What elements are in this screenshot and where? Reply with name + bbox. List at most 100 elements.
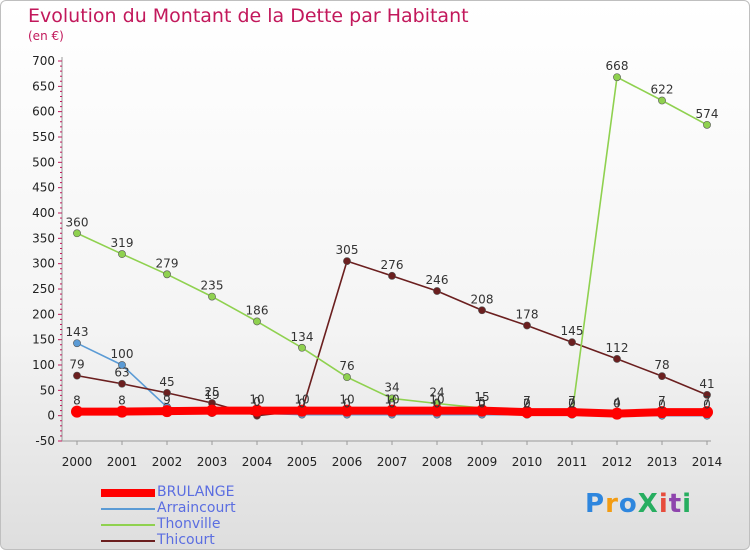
data-label-brulange: 9: [163, 393, 171, 407]
data-point-brulange: [431, 404, 443, 417]
data-label-thonville: 279: [156, 256, 179, 270]
data-label-extra: 10: [249, 393, 264, 407]
data-point-thicourt: [163, 388, 171, 397]
data-point-thonville: [253, 317, 261, 326]
data-label-thonville: 235: [201, 279, 224, 293]
data-label-thonville: 319: [111, 236, 134, 250]
data-label-thicourt: 25: [204, 385, 219, 399]
data-label-arraincourt: 0: [658, 398, 666, 412]
y-tick-label: 500: [32, 155, 55, 169]
x-tick-label: 2003: [197, 455, 228, 469]
data-label-brulange: 8: [73, 394, 81, 408]
data-label-thicourt: 78: [654, 358, 669, 372]
data-point-thicourt: [343, 257, 351, 266]
x-tick-label: 2008: [422, 455, 453, 469]
data-point-thicourt: [73, 371, 81, 380]
data-label-arraincourt: 0: [343, 397, 351, 411]
data-point-thicourt: [703, 390, 711, 399]
y-tick-label: 300: [32, 257, 55, 271]
x-tick-label: 2005: [287, 455, 318, 469]
data-point-thicourt: [658, 372, 666, 381]
y-tick-label: 700: [32, 54, 55, 68]
data-label-arraincourt: 143: [66, 325, 89, 339]
y-tick-label: 100: [32, 358, 55, 372]
data-point-thonville: [613, 73, 621, 82]
data-label-thonville: 668: [606, 59, 629, 73]
data-point-thicourt: [388, 271, 396, 280]
data-label-thicourt: 276: [381, 258, 404, 272]
data-point-thicourt: [523, 321, 531, 330]
data-label-thonville: 15: [474, 390, 489, 404]
data-label-extra: 7: [568, 394, 576, 408]
data-label-arraincourt: 0: [478, 397, 486, 411]
y-tick-label: 650: [32, 79, 55, 93]
data-point-brulange: [251, 404, 263, 417]
data-label-thonville: 186: [246, 303, 269, 317]
data-point-thonville: [343, 373, 351, 382]
data-point-thicourt: [478, 306, 486, 315]
data-point-thonville: [703, 120, 711, 129]
legend-label-brulange: BRULANGE: [157, 484, 235, 500]
data-point-thonville: [118, 250, 126, 258]
data-label-thonville: 2: [568, 397, 576, 411]
legend-item-brulange: BRULANGE: [101, 484, 361, 501]
data-label-thicourt: 178: [516, 307, 539, 321]
data-label-thonville: 2: [523, 397, 531, 411]
legend-item-thicourt: Thicourt: [101, 532, 361, 549]
x-tick-label: 2004: [242, 455, 273, 469]
y-tick-label: 50: [40, 383, 55, 397]
data-label-thonville: 24: [429, 386, 444, 400]
data-label-thonville: 34: [384, 380, 399, 394]
data-point-thicourt: [118, 379, 126, 388]
data-label-arraincourt: 0: [703, 398, 711, 412]
data-point-thicourt: [568, 338, 576, 347]
data-label-brulange: 8: [118, 394, 126, 408]
data-point-brulange: [566, 406, 578, 419]
data-label-thicourt: 305: [336, 243, 359, 257]
data-label-extra: 4: [613, 396, 621, 410]
data-point-thonville: [163, 270, 171, 279]
data-point-thonville: [658, 96, 666, 105]
y-tick-label: 150: [32, 333, 55, 347]
y-tick-label: 600: [32, 105, 55, 119]
chart-subtitle: (en €): [28, 29, 64, 43]
x-tick-label: 2006: [332, 455, 363, 469]
data-label-extra: 10: [384, 393, 399, 407]
x-tick-label: 2001: [107, 455, 138, 469]
data-point-thicourt: [433, 287, 441, 295]
x-tick-label: 2002: [152, 455, 183, 469]
data-label-arraincourt: 0: [568, 397, 576, 411]
x-tick-label: 2013: [647, 455, 678, 469]
data-label-arraincourt: 0: [253, 395, 261, 409]
x-tick-label: 2012: [602, 455, 633, 469]
data-label-thicourt: 246: [426, 273, 449, 287]
data-label-arraincourt: 0: [613, 397, 621, 411]
data-label-thicourt: 208: [471, 292, 494, 306]
data-point-brulange: [701, 406, 713, 419]
x-tick-label: 2014: [692, 455, 723, 469]
data-point-brulange: [611, 407, 623, 420]
data-point-thonville: [208, 292, 216, 301]
data-label-thonville: 360: [66, 215, 89, 229]
data-label-thicourt: 41: [699, 377, 714, 391]
chart-title: Evolution du Montant de la Dette par Hab…: [28, 5, 469, 27]
x-tick-label: 2000: [62, 455, 93, 469]
data-point-brulange: [71, 405, 83, 418]
x-tick-label: 2009: [467, 455, 498, 469]
data-label-thicourt: 112: [606, 341, 629, 355]
data-label-thicourt: 45: [159, 375, 174, 389]
data-label-arraincourt: 0: [433, 397, 441, 411]
legend-swatch-thicourt: [101, 540, 155, 542]
data-label-extra: 7: [523, 394, 531, 408]
data-point-thonville: [298, 343, 306, 352]
data-label-thonville: 574: [696, 107, 719, 121]
legend-swatch-arraincourt: [101, 508, 155, 510]
legend-swatch-brulange: [101, 489, 155, 497]
data-point-thonville: [73, 229, 81, 238]
series-line-thonville: [76, 76, 708, 416]
data-label-extra: 19: [204, 388, 219, 402]
legend-label-thicourt: Thicourt: [157, 532, 215, 548]
data-point-brulange: [476, 404, 488, 417]
data-label-arraincourt: 0: [388, 397, 396, 411]
